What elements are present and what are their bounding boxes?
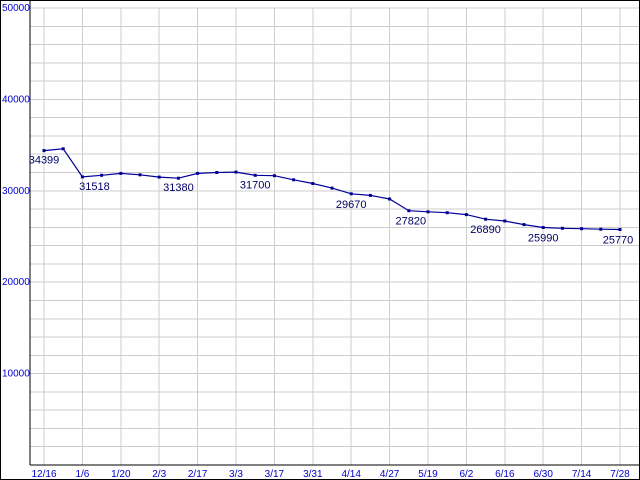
x-tick-label: 3/3 [229, 469, 243, 480]
data-point-marker [61, 147, 65, 151]
data-point-marker [349, 192, 353, 196]
x-tick-label: 1/20 [111, 469, 131, 480]
data-point-marker [580, 227, 584, 231]
x-tick-label: 2/3 [152, 469, 166, 480]
data-point-label: 29670 [336, 199, 367, 211]
data-point-marker [196, 171, 200, 175]
x-tick-label: 6/16 [495, 469, 515, 480]
x-tick-label: 3/31 [303, 469, 323, 480]
data-point-label: 25770 [603, 235, 634, 247]
x-tick-label: 12/16 [31, 469, 56, 480]
data-point-label: 31700 [240, 179, 271, 191]
data-point-marker [618, 228, 622, 231]
data-point-marker [503, 219, 507, 223]
x-tick-label: 5/19 [418, 469, 438, 480]
y-tick-label: 10000 [2, 369, 30, 380]
data-point-marker [368, 193, 372, 197]
data-point-label: 34399 [29, 155, 60, 167]
data-point-marker [311, 182, 315, 185]
data-point-marker [484, 217, 488, 221]
data-point-marker [599, 227, 603, 231]
x-tick-label: 2/17 [188, 469, 208, 480]
data-point-marker [215, 171, 219, 174]
data-point-label: 31518 [79, 181, 110, 193]
data-point-marker [541, 226, 545, 229]
y-tick-label: 20000 [2, 277, 30, 288]
x-tick-label: 4/27 [380, 469, 400, 480]
data-point-label: 25990 [528, 233, 559, 245]
data-point-marker [157, 175, 161, 179]
data-point-marker [522, 223, 526, 227]
x-tick-label: 1/6 [75, 469, 89, 480]
x-tick-label: 4/14 [341, 469, 361, 480]
data-point-marker [426, 210, 430, 214]
x-tick-label: 7/14 [572, 469, 592, 480]
y-tick-label: 40000 [2, 94, 30, 105]
data-point-marker [330, 186, 334, 190]
data-point-marker [445, 211, 449, 215]
x-tick-label: 7/28 [610, 469, 630, 480]
y-tick-label: 50000 [2, 3, 30, 14]
y-tick-label: 30000 [2, 186, 30, 197]
data-point-label: 26890 [470, 224, 501, 236]
data-point-marker [560, 226, 564, 230]
data-point-marker [388, 197, 392, 201]
data-point-marker [100, 173, 104, 177]
data-point-marker [292, 178, 296, 182]
data-point-label: 27820 [396, 216, 427, 228]
data-point-marker [272, 174, 276, 178]
data-point-marker [176, 176, 180, 180]
data-point-marker [80, 175, 84, 179]
x-tick-label: 3/17 [265, 469, 285, 480]
data-point-marker [234, 170, 238, 174]
data-point-marker [138, 173, 142, 177]
x-tick-label: 6/30 [533, 469, 553, 480]
x-tick-label: 6/2 [459, 469, 473, 480]
data-point-marker [407, 209, 411, 213]
data-point-marker [42, 149, 46, 153]
data-point-marker [119, 171, 123, 175]
data-point-marker [464, 213, 468, 217]
data-point-marker [253, 173, 257, 177]
data-point-label: 31380 [163, 182, 194, 194]
